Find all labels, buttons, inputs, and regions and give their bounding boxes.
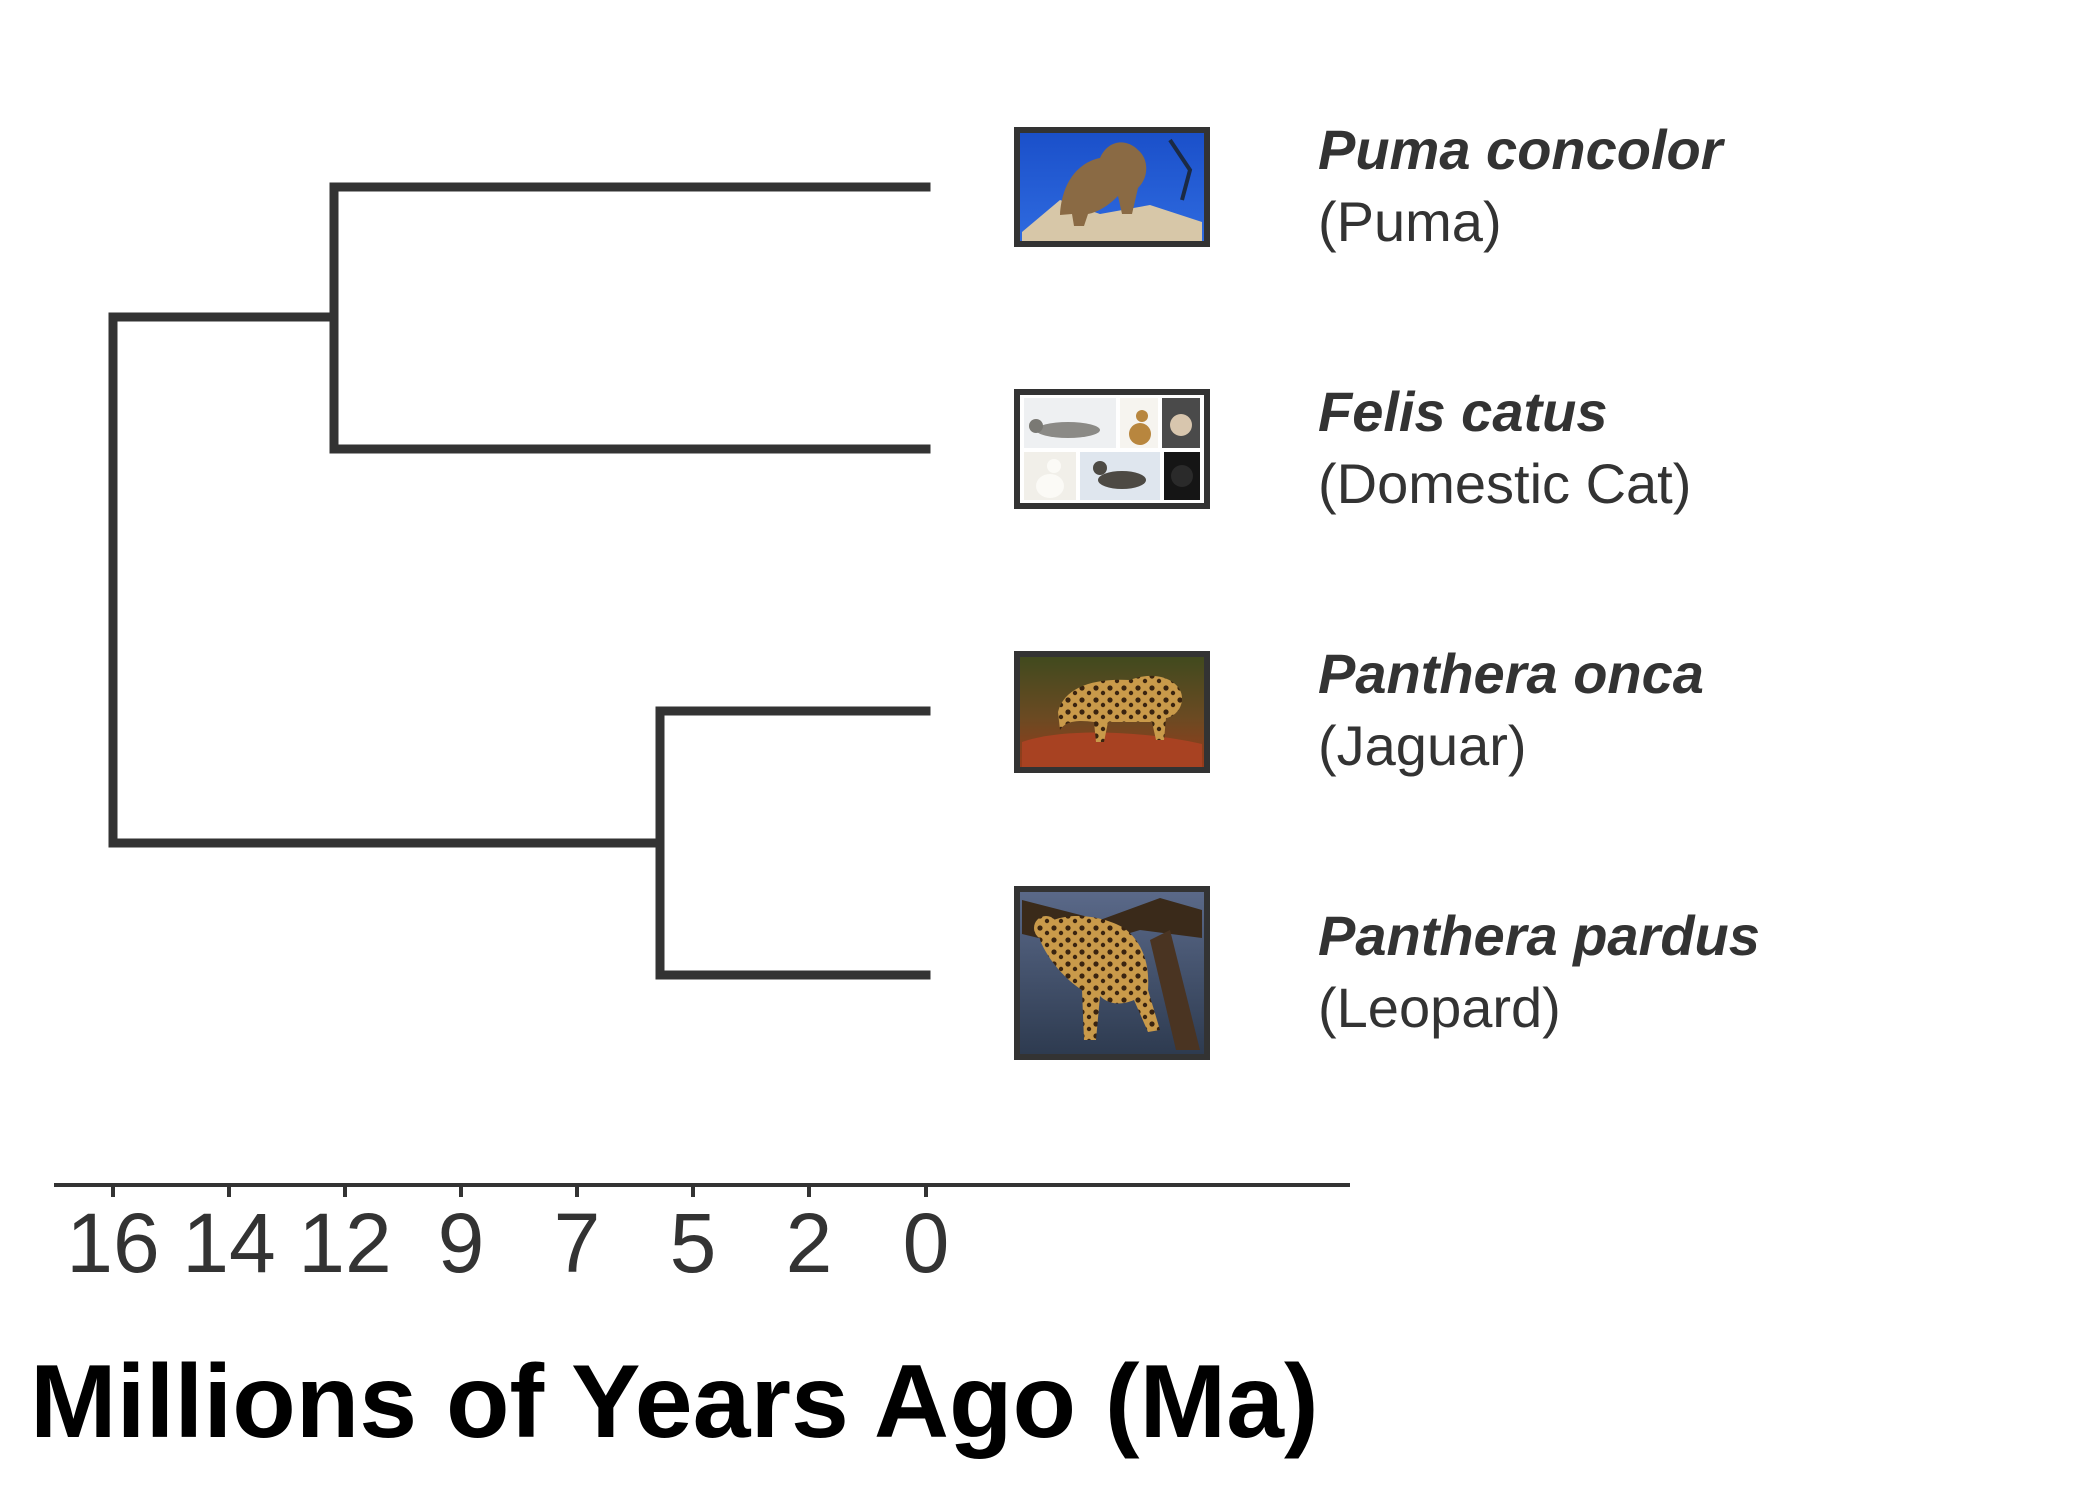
leopard-photo-icon (1014, 886, 1210, 1060)
tick-label-0: 0 (903, 1196, 950, 1290)
tick-label-16: 16 (66, 1196, 159, 1290)
taxon-label-domestic-cat: Felis catus (Domestic Cat) (1318, 376, 1691, 520)
puma-photo-icon (1014, 127, 1210, 247)
tree-branches (108, 182, 931, 980)
common-name: (Leopard) (1318, 976, 1561, 1039)
time-axis: 16 14 12 9 7 5 2 0 (54, 1183, 1350, 1290)
domestic-cat-photo-collage-icon (1014, 389, 1210, 509)
tick-label-2: 2 (786, 1196, 833, 1290)
tick-label-9: 9 (438, 1196, 485, 1290)
tick-label-7: 7 (554, 1196, 601, 1290)
common-name: (Jaguar) (1318, 714, 1527, 777)
taxon-label-puma: Puma concolor (Puma) (1318, 114, 1723, 258)
tick-label-12: 12 (298, 1196, 391, 1290)
scientific-name: Panthera onca (1318, 642, 1704, 705)
jaguar-photo-icon (1014, 651, 1210, 773)
taxon-label-jaguar: Panthera onca (Jaguar) (1318, 638, 1704, 782)
tick-label-14: 14 (182, 1196, 275, 1290)
scientific-name: Puma concolor (1318, 118, 1723, 181)
axis-title: Millions of Years Ago (Ma) (30, 1344, 1319, 1460)
scientific-name: Panthera pardus (1318, 904, 1760, 967)
taxon-label-leopard: Panthera pardus (Leopard) (1318, 900, 1760, 1044)
common-name: (Domestic Cat) (1318, 452, 1692, 515)
scientific-name: Felis catus (1318, 380, 1608, 443)
common-name: (Puma) (1318, 190, 1502, 253)
tick-label-5: 5 (670, 1196, 717, 1290)
